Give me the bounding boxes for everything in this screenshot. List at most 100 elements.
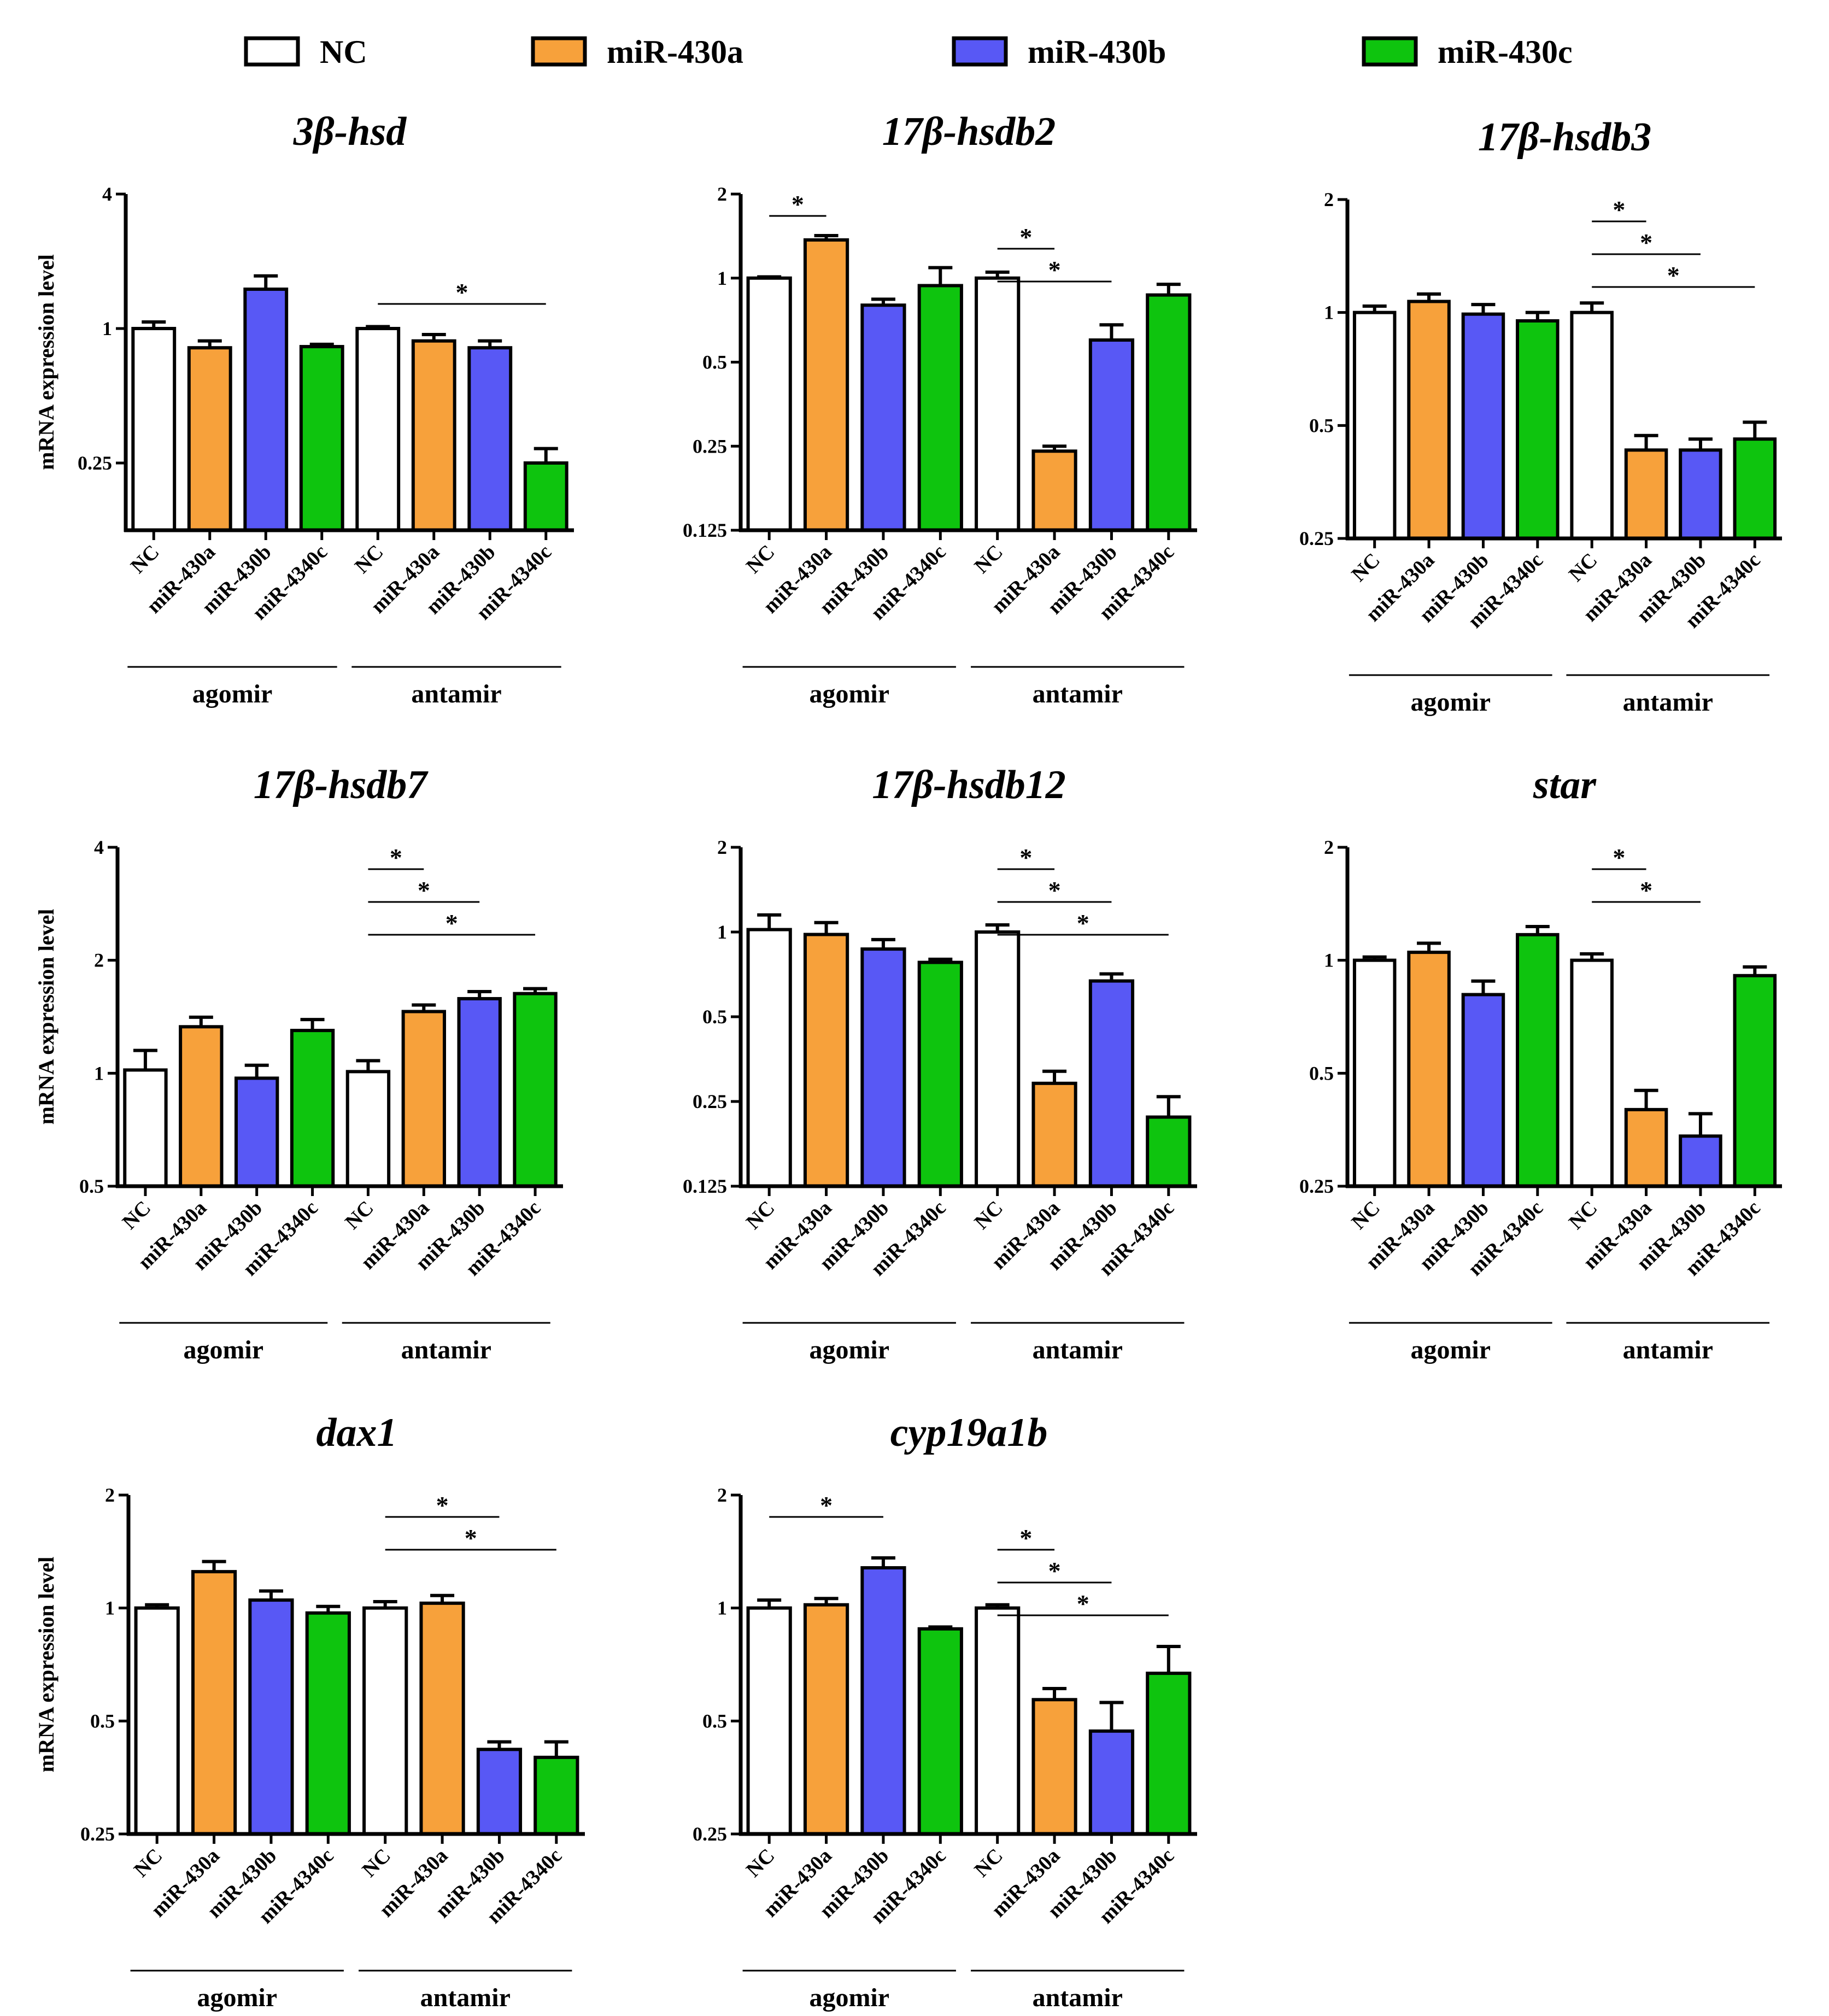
bar [243, 288, 289, 532]
x-tick-label: NC [130, 1844, 167, 1882]
significance-star: * [1613, 196, 1625, 224]
bar [1407, 300, 1451, 540]
y-tick-label: 1 [717, 267, 727, 289]
bar [248, 1598, 294, 1836]
y-tick-label: 1 [105, 1597, 115, 1619]
legend-swatch [531, 36, 587, 67]
bar [746, 1606, 792, 1836]
bar [1088, 1729, 1135, 1836]
bar [179, 1025, 224, 1188]
bar [401, 1010, 447, 1188]
bar [1407, 951, 1451, 1188]
y-tick-label: 2 [1324, 836, 1334, 858]
chart-title: dax1 [316, 1410, 397, 1455]
significance-star: * [1048, 256, 1061, 284]
bar [1461, 312, 1505, 541]
bar [1679, 1134, 1722, 1188]
x-tick-label: NC [1564, 1197, 1602, 1234]
significance-star: * [1613, 843, 1625, 871]
x-tick-label: NC [118, 1197, 156, 1234]
group-label: agomir [809, 1983, 889, 2012]
bar [187, 346, 232, 532]
group-label: antamir [401, 1335, 491, 1364]
y-tick-label: 0.25 [693, 1091, 727, 1112]
y-tick-label: 0.5 [1309, 414, 1334, 436]
group-label: agomir [1410, 1335, 1491, 1364]
y-axis-label: mRNA expression level [34, 254, 58, 470]
y-tick-label: 0.5 [702, 1006, 727, 1028]
y-tick-label: 0.25 [78, 452, 112, 474]
y-tick-label: 1 [1324, 950, 1334, 971]
bar [1570, 310, 1614, 541]
significance-star: * [1019, 843, 1032, 871]
bar [1516, 933, 1560, 1188]
y-tick-label: 2 [717, 183, 727, 205]
bar [917, 284, 963, 532]
bar [131, 327, 177, 532]
bar [975, 930, 1021, 1188]
significance-star: * [1640, 876, 1652, 904]
x-tick-label: NC [742, 541, 779, 578]
bar [1624, 1107, 1668, 1188]
chart-title: cyp19a1b [890, 1410, 1048, 1455]
bar [299, 345, 344, 532]
legend-swatch [244, 36, 300, 67]
bar [803, 933, 849, 1188]
significance-star: * [792, 190, 804, 218]
bar [191, 1570, 237, 1836]
y-tick-label: 2 [717, 836, 727, 858]
group-label: agomir [809, 679, 889, 708]
bar [746, 928, 792, 1188]
group-label: agomir [183, 1335, 263, 1364]
x-tick-label: NC [742, 1844, 779, 1882]
bar [134, 1606, 180, 1836]
bar [534, 1755, 579, 1836]
group-label: antamir [1033, 1983, 1123, 2012]
bar [467, 346, 513, 532]
x-tick-label: NC [970, 1197, 1008, 1234]
y-tick-label: 0.5 [702, 1710, 727, 1732]
chart-title: 17β-hsdb3 [1478, 115, 1652, 160]
x-tick-label: NC [970, 1844, 1008, 1882]
significance-star: * [820, 1491, 833, 1519]
significance-star: * [1019, 1524, 1032, 1552]
x-tick-label: NC [1347, 549, 1385, 587]
significance-star: * [1640, 228, 1652, 256]
bar [1088, 979, 1135, 1188]
bar [513, 992, 558, 1188]
significance-star: * [465, 1524, 477, 1552]
bar [355, 327, 401, 532]
chart-panel-6: star0.250.512NCmiR-430amiR-430bmiR-4340c… [1299, 763, 1782, 1364]
x-tick-label: NC [1347, 1197, 1385, 1234]
y-tick-label: 0.5 [1309, 1062, 1334, 1084]
y-tick-label: 1 [102, 318, 112, 339]
significance-star: * [1667, 261, 1680, 289]
group-label: antamir [1033, 1335, 1123, 1364]
chart-panel-2: 17β-hsdb20.1250.250.512NCmiR-430amiR-430… [683, 109, 1197, 708]
legend-label: miR-430c [1438, 34, 1573, 70]
bar [419, 1601, 465, 1836]
chart-title: star [1533, 763, 1597, 807]
x-tick-label: NC [341, 1197, 378, 1234]
significance-star: * [1077, 909, 1089, 937]
bar [345, 1070, 391, 1188]
bar [803, 1603, 849, 1836]
significance-star: * [456, 278, 468, 306]
significance-star: * [1077, 1590, 1089, 1618]
bar [917, 1627, 963, 1836]
y-tick-label: 1 [717, 921, 727, 943]
bar [1031, 1698, 1077, 1836]
bar [1352, 310, 1397, 541]
group-label: antamir [1033, 679, 1123, 708]
bar [411, 339, 456, 532]
legend-swatch [952, 36, 1008, 67]
bar [1570, 958, 1614, 1188]
x-tick-label: NC [358, 1844, 396, 1882]
x-tick-label: NC [970, 541, 1008, 578]
significance-star: * [445, 909, 458, 937]
significance-star: * [390, 843, 402, 871]
legend-label: miR-430b [1028, 34, 1166, 70]
